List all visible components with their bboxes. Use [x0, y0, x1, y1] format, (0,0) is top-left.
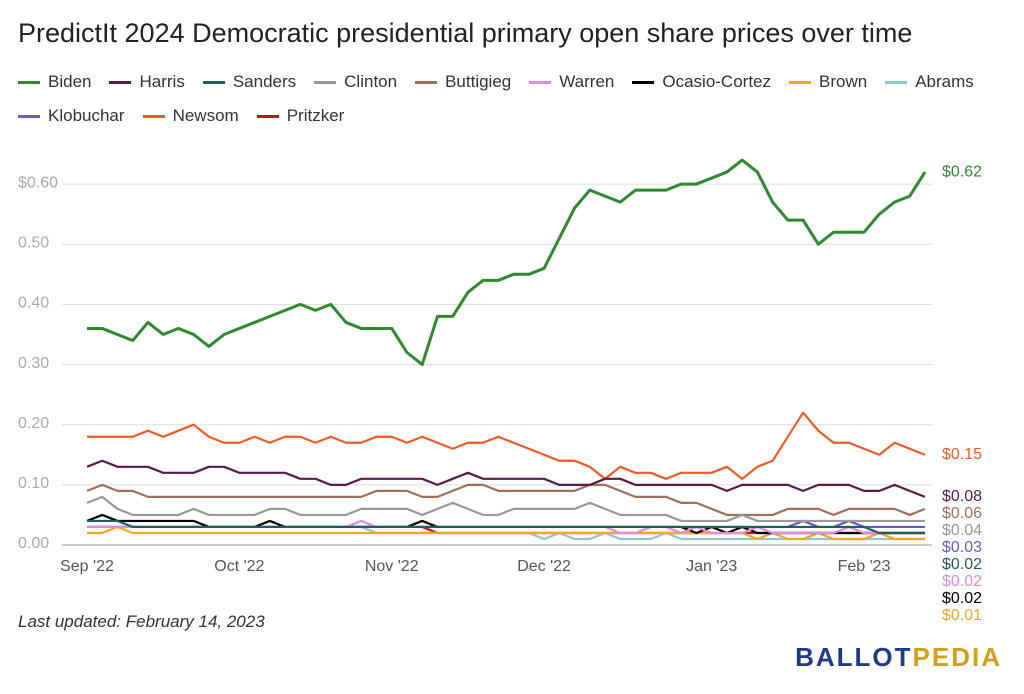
legend-swatch	[202, 80, 225, 84]
end-label: $0.08	[942, 488, 982, 505]
legend-item: Klobuchar	[18, 106, 125, 126]
legend-label: Clinton	[344, 72, 398, 91]
series-line	[87, 158, 927, 367]
end-label: $0.03	[942, 539, 982, 556]
y-tick-label: 0.00	[18, 535, 49, 552]
legend-item: Abrams	[885, 72, 974, 92]
legend-label: Abrams	[915, 72, 974, 91]
series-line	[87, 411, 926, 480]
legend-item: Biden	[18, 72, 91, 92]
legend: Biden Harris Sanders Clinton Buttigieg Warren…	[18, 72, 1008, 126]
series-line	[86, 513, 925, 535]
legend-swatch	[314, 80, 337, 84]
y-tick-label: 0.50	[18, 234, 49, 251]
end-label: $0.02	[942, 590, 982, 607]
legend-swatch	[529, 80, 552, 84]
legend-label: Klobuchar	[48, 106, 125, 125]
end-label: $0.01	[942, 607, 982, 624]
logo-part: BALLOT	[795, 642, 913, 672]
note: Last updated: February 14, 2023	[18, 612, 265, 631]
x-tick-label: Sep '22	[60, 558, 114, 575]
logo: BALLOTPEDIA	[795, 642, 1002, 673]
legend-swatch	[415, 80, 438, 84]
end-label: $0.02	[942, 573, 982, 590]
legend-label: Sanders	[232, 72, 297, 91]
legend-label: Buttigieg	[445, 72, 512, 91]
legend-item: Buttigieg	[415, 72, 511, 92]
series-line	[86, 483, 926, 517]
y-tick-label: 0.30	[18, 355, 49, 372]
legend-swatch	[18, 80, 40, 84]
x-tick-label: Dec '22	[517, 558, 571, 575]
legend-label: Biden	[48, 72, 92, 91]
legend-item: Harris	[109, 72, 185, 92]
series-line	[86, 495, 925, 523]
legend-item: Brown	[789, 72, 867, 92]
chart-title: PredictIt 2024 Democratic presidential p…	[18, 18, 913, 48]
legend-label: Newsom	[172, 106, 239, 125]
legend-item: Warren	[529, 72, 614, 92]
y-tick-label: 0.10	[18, 475, 49, 492]
legend-item: Newsom	[142, 106, 239, 126]
legend-swatch	[142, 114, 165, 118]
legend-item: Ocasio-Cortez	[632, 72, 771, 92]
y-tick-label: $0.60	[18, 174, 58, 191]
series-line	[87, 519, 925, 535]
end-label: $0.06	[942, 505, 982, 522]
x-tick-label: Nov '22	[365, 558, 419, 575]
x-tick-label: Feb '23	[838, 558, 891, 575]
legend-swatch	[256, 114, 279, 118]
legend-item: Clinton	[314, 72, 397, 92]
end-label: $0.02	[942, 556, 982, 573]
legend-item: Pritzker	[256, 106, 345, 126]
x-tick-label: Oct '22	[214, 558, 264, 575]
series-line	[86, 459, 926, 498]
legend-label: Warren	[559, 72, 615, 91]
legend-swatch	[885, 80, 908, 84]
x-tick-label: Jan '23	[686, 558, 737, 575]
y-tick-label: 0.20	[18, 415, 49, 432]
series-line	[87, 525, 925, 541]
legend-label: Ocasio-Cortez	[662, 72, 771, 91]
legend-label: Brown	[819, 72, 868, 91]
legend-swatch	[18, 114, 40, 118]
logo-part: PEDIA	[912, 642, 1002, 672]
legend-swatch	[109, 80, 132, 84]
legend-label: Pritzker	[286, 106, 345, 125]
legend-swatch	[632, 80, 655, 84]
y-tick-label: 0.40	[18, 295, 49, 312]
legend-swatch	[789, 80, 811, 84]
end-label: $0.04	[942, 522, 982, 539]
end-label: $0.62	[942, 163, 982, 180]
end-label: $0.15	[942, 446, 982, 463]
legend-item: Sanders	[202, 72, 297, 92]
legend-label: Harris	[139, 72, 185, 91]
